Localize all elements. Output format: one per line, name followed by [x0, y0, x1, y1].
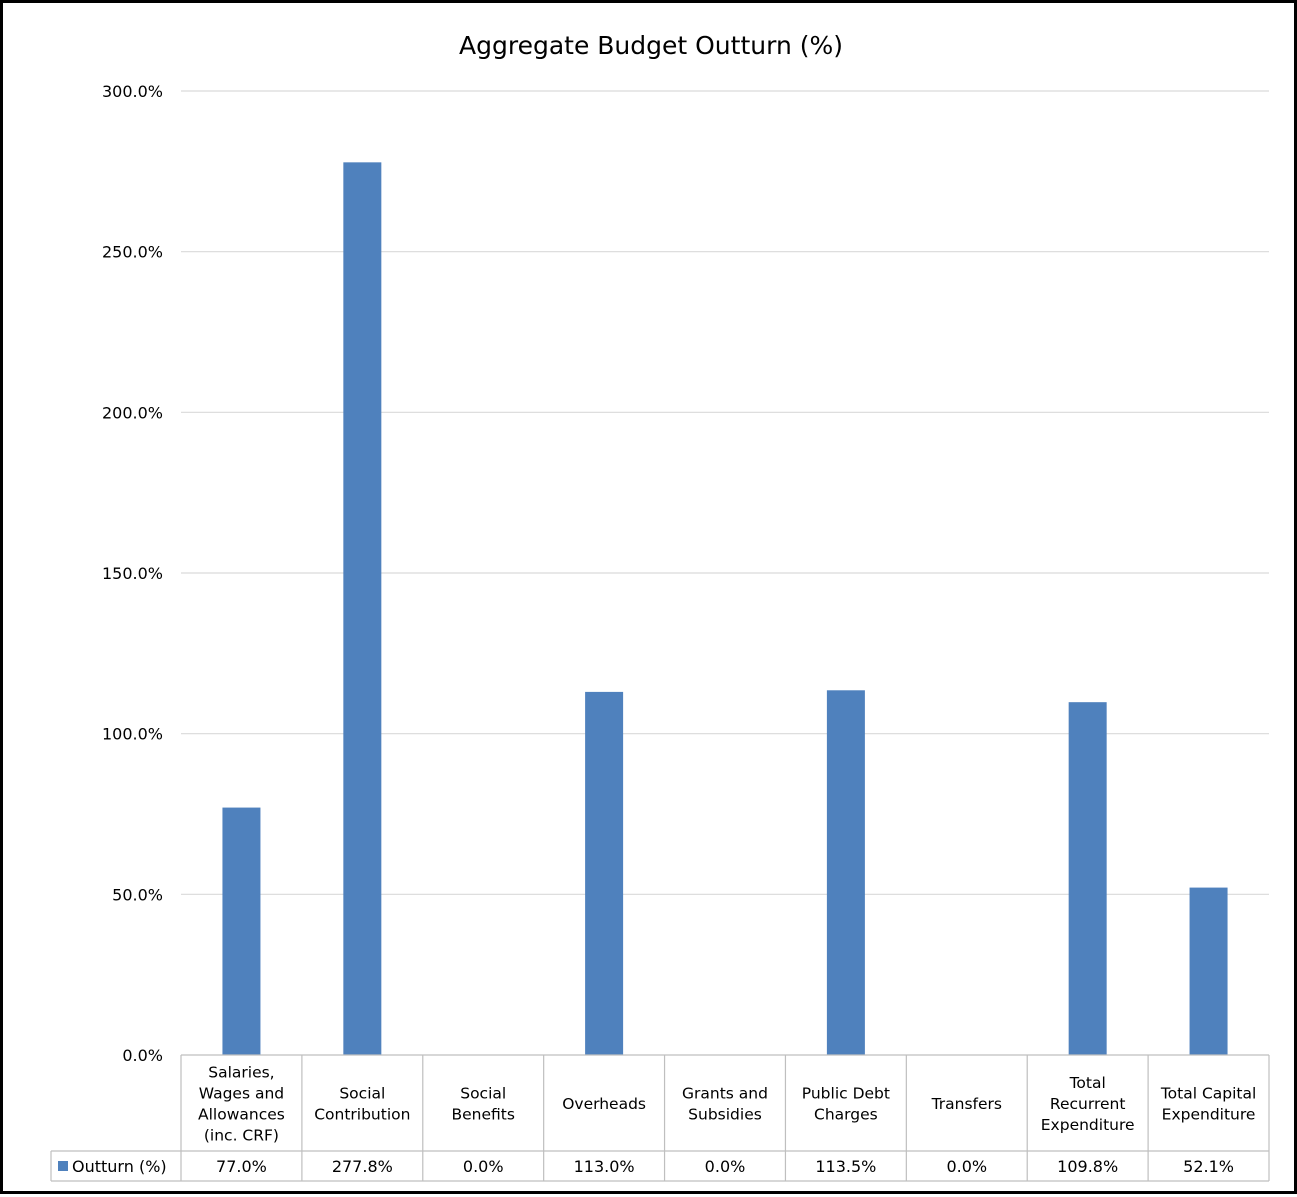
category-label: Recurrent — [1050, 1095, 1126, 1113]
category-label: Subsidies — [688, 1106, 762, 1124]
y-tick-label: 300.0% — [102, 82, 163, 101]
data-label: 109.8% — [1057, 1157, 1118, 1176]
category-label: Expenditure — [1041, 1116, 1135, 1134]
category-label: Allowances — [198, 1106, 285, 1124]
category-label: Total — [1069, 1074, 1106, 1092]
bar — [222, 807, 261, 1055]
category-label: Expenditure — [1162, 1106, 1256, 1124]
y-tick-label: 150.0% — [102, 564, 163, 583]
data-label: 77.0% — [216, 1157, 267, 1176]
category-label: Benefits — [451, 1106, 514, 1124]
category-label: Social — [339, 1085, 385, 1103]
data-table: Salaries, Wages and Allowances (inc. CRF) So… — [50, 1054, 1270, 1182]
category-label: Overheads — [562, 1095, 646, 1113]
data-label: 0.0% — [463, 1157, 504, 1176]
bar — [1068, 702, 1107, 1055]
data-label: 0.0% — [705, 1157, 746, 1176]
data-label: 277.8% — [332, 1157, 393, 1176]
data-label: 113.0% — [574, 1157, 635, 1176]
y-tick-label: 100.0% — [102, 725, 163, 744]
category-label: (inc. CRF) — [204, 1127, 279, 1145]
category-label: Contribution — [314, 1106, 410, 1124]
category-label: Social — [460, 1085, 506, 1103]
category-label: Wages and — [199, 1085, 284, 1103]
category-label: Transfers — [931, 1095, 1002, 1113]
y-tick-label: 200.0% — [102, 403, 163, 422]
bar — [826, 690, 865, 1055]
y-tick-label: 50.0% — [112, 885, 163, 904]
y-tick-label: 0.0% — [122, 1046, 163, 1065]
bar — [1189, 887, 1228, 1055]
legend-label: Outturn (%) — [72, 1157, 167, 1176]
category-label: Salaries, — [208, 1064, 274, 1082]
category-label: Charges — [814, 1106, 878, 1124]
bar — [585, 691, 624, 1055]
data-label: 113.5% — [815, 1157, 876, 1176]
data-label: 52.1% — [1183, 1157, 1234, 1176]
data-label: 0.0% — [946, 1157, 987, 1176]
bars — [222, 162, 1228, 1055]
y-axis-tick-labels: 0.0% 50.0% 100.0% 150.0% 200.0% 250.0% 300.0% — [102, 82, 163, 1065]
category-label: Public Debt — [802, 1085, 890, 1103]
category-label: Total Capital — [1160, 1085, 1256, 1103]
category-label: Grants and — [682, 1085, 768, 1103]
bar-chart: Aggregate Budget Outturn (%) 0.0% 50.0% 10… — [50, 31, 1270, 1182]
bar — [343, 162, 382, 1055]
y-tick-label: 250.0% — [102, 243, 163, 262]
chart-title: Aggregate Budget Outturn (%) — [459, 31, 843, 60]
legend-key — [58, 1161, 68, 1171]
